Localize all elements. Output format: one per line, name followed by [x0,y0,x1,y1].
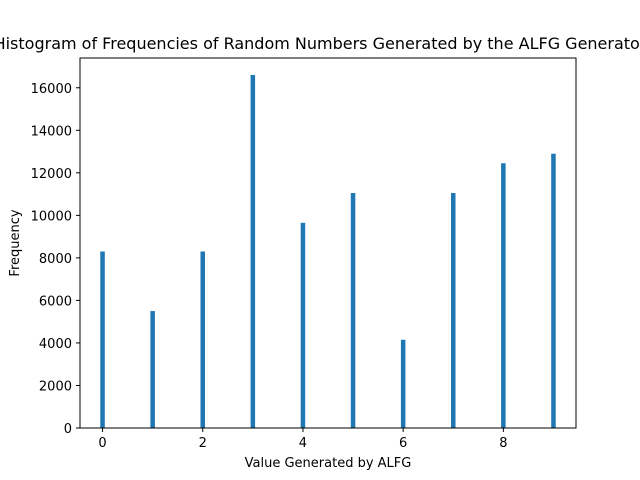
bar-value-4 [300,222,306,428]
y-axis-label: Frequency [8,209,23,276]
bar-value-7 [451,193,456,428]
x-axis-label: Value Generated by ALFG [245,456,412,471]
y-axis-ticks: 0 2000 4000 6000 8000 10000 12000 14000 16000 [31,82,80,437]
x-tick-label: 8 [499,436,507,451]
bar-value-2 [200,251,205,428]
x-tick-label: 6 [399,436,407,451]
bar-value-6 [400,339,406,428]
x-tick-label: 2 [199,436,207,451]
y-tick-label: 6000 [39,294,72,309]
bar-value-9 [551,153,556,428]
bar-value-3 [250,75,256,428]
y-tick-label: 4000 [39,337,72,352]
x-tick-label: 4 [299,436,307,451]
bar-value-8 [501,163,506,428]
bar-value-5 [350,193,356,428]
y-tick-label: 12000 [31,167,72,182]
bar-value-1 [150,311,155,428]
x-tick-label: 0 [98,436,106,451]
bar-value-0 [100,251,105,428]
y-tick-label: 2000 [39,379,72,394]
y-tick-label: 0 [64,422,72,437]
y-tick-label: 14000 [31,124,72,139]
y-tick-label: 16000 [31,82,72,97]
x-axis-ticks: 0 2 4 6 8 [98,428,507,451]
y-tick-label: 8000 [39,252,72,267]
chart-title: Histogram of Frequencies of Random Numbe… [0,34,640,53]
bars-layer [100,75,556,428]
y-tick-label: 10000 [31,209,72,224]
plot-frame [79,57,577,429]
